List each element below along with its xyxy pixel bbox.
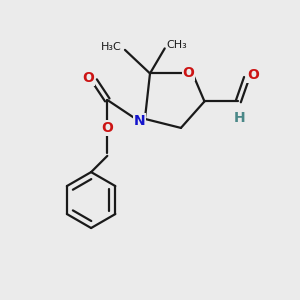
Text: H: H: [234, 111, 246, 125]
Text: O: O: [82, 71, 94, 85]
Text: O: O: [182, 66, 194, 80]
Text: H₃C: H₃C: [101, 42, 122, 52]
Text: O: O: [247, 68, 259, 82]
Text: N: N: [134, 114, 146, 128]
Text: CH₃: CH₃: [166, 40, 187, 50]
Text: O: O: [101, 121, 113, 135]
